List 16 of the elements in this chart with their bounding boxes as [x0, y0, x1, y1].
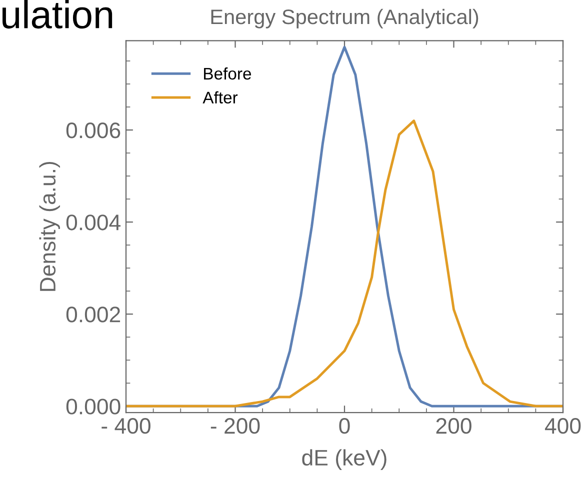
legend-label: Before [204, 67, 252, 80]
x-tick-label: 400 [544, 418, 581, 434]
y-tick-label: 0.000 [66, 398, 120, 414]
x-axis-title: dE (keV) [302, 449, 386, 470]
y-tick-label: 0.006 [66, 122, 120, 138]
line-series [126, 120, 563, 408]
y-tick-label: 0.002 [66, 306, 120, 322]
x-tick-label: - 200 [210, 418, 260, 434]
text: ulation [2, 0, 112, 29]
y-axis-title: Density (a.u.) [39, 162, 60, 291]
x-tick-label: 200 [436, 418, 472, 434]
chart-title: Energy Spectrum (Analytical) [211, 8, 478, 28]
x-tick-label: 0 [339, 418, 350, 434]
x-tick-label: - 400 [102, 418, 150, 434]
legend-label: After [202, 91, 238, 104]
y-tick-label: 0.004 [66, 214, 120, 230]
